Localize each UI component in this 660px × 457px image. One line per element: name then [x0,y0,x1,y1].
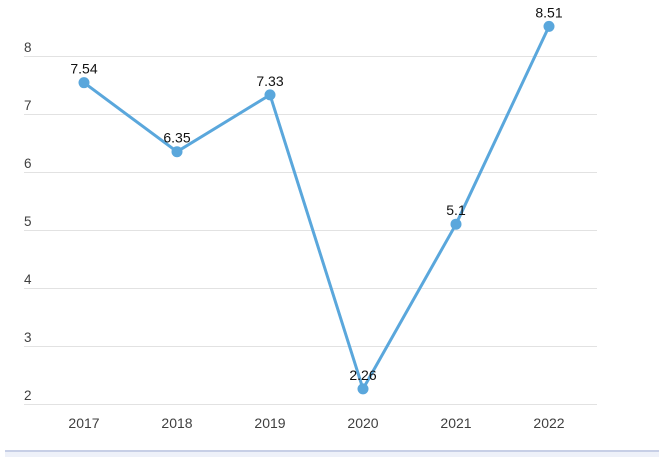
x-axis-tick-label-2021: 2021 [440,415,471,431]
x-axis-tick-label-2019: 2019 [254,415,285,431]
data-point-2018[interactable] [171,146,183,158]
x-axis-tick-label-2020: 2020 [347,415,378,431]
data-point-2021[interactable] [450,218,462,230]
data-point-2019[interactable] [264,89,276,101]
data-label-2019: 7.33 [256,73,283,89]
data-label-2017: 7.54 [70,61,97,77]
data-label-2020: 2.26 [349,367,376,383]
y-axis-tick-label: 2 [24,388,32,403]
data-point-2022[interactable] [543,20,555,32]
cropped-bottom-element [5,450,659,457]
y-axis-tick-label: 7 [24,98,32,113]
y-axis-tick-label: 6 [24,156,32,171]
series-line [82,24,551,391]
y-axis-tick-label: 5 [24,214,32,229]
x-axis-tick-label-2017: 2017 [68,415,99,431]
y-axis-tick-label: 3 [24,330,32,345]
data-label-2022: 8.51 [535,4,562,20]
data-label-2021: 5.1 [446,202,466,218]
data-point-2020[interactable] [357,383,369,395]
data-label-2018: 6.35 [163,130,190,146]
x-axis-tick-label-2018: 2018 [161,415,192,431]
data-point-2017[interactable] [78,77,90,89]
y-axis-tick-label: 8 [24,40,32,55]
y-axis-tick-label: 4 [24,272,32,287]
x-axis-tick-label-2022: 2022 [533,415,564,431]
